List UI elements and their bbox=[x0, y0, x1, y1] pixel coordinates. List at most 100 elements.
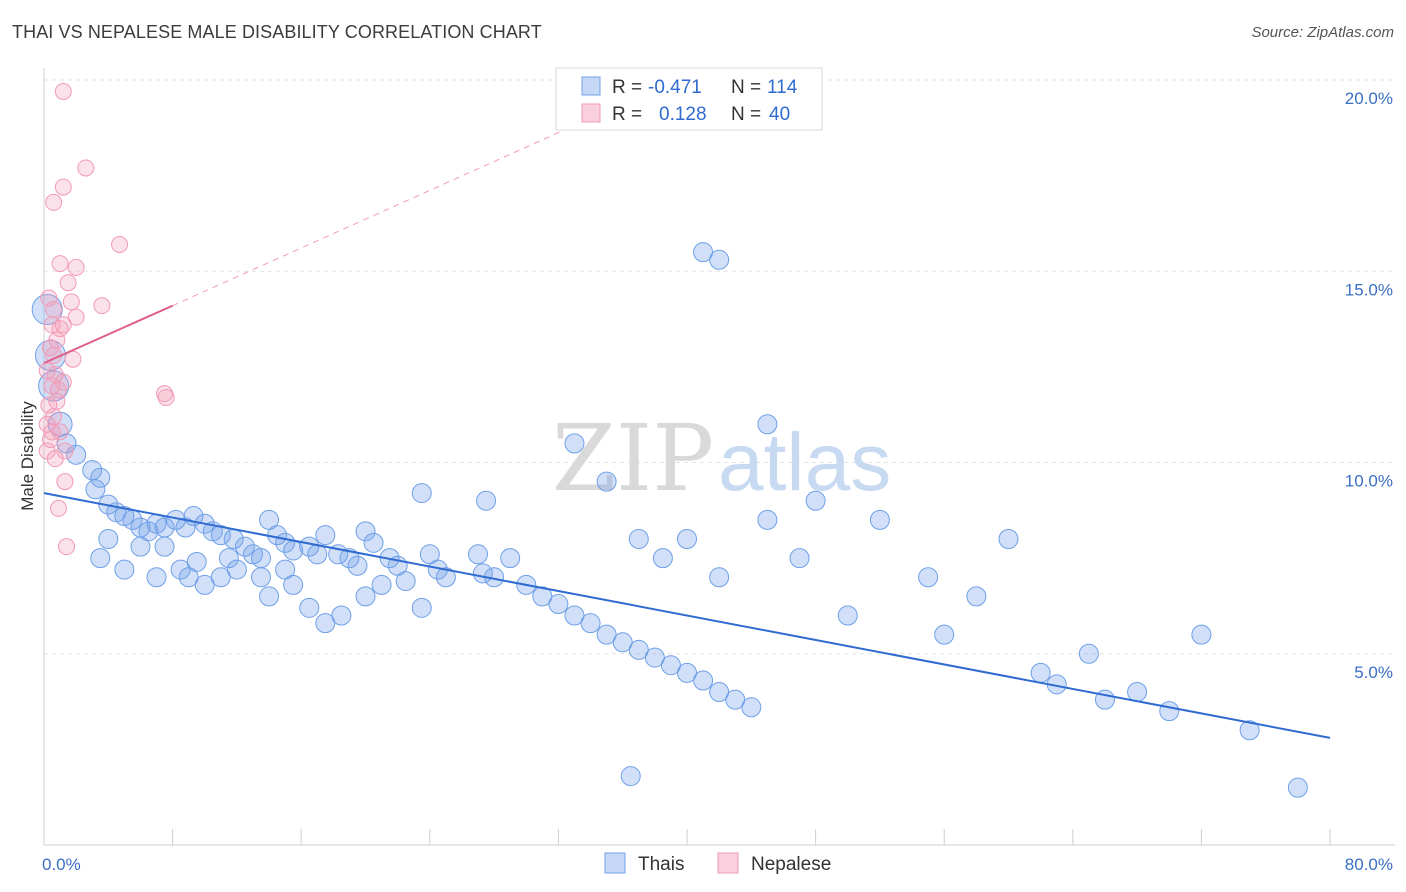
thai-point-110 bbox=[1239, 720, 1260, 741]
nepalese-point-3 bbox=[45, 193, 63, 211]
thai-point-105 bbox=[1078, 643, 1099, 664]
watermark: ZIP atlas bbox=[552, 405, 891, 512]
thai-point-52 bbox=[299, 597, 320, 618]
series-swatch-thais bbox=[604, 852, 626, 874]
nepalese-point-2 bbox=[54, 178, 72, 196]
thai-point-103 bbox=[1030, 662, 1051, 683]
thai-point-78 bbox=[612, 632, 633, 653]
thai-point-64 bbox=[154, 536, 175, 557]
series-label-nepalese: Nepalese bbox=[751, 854, 831, 875]
thai-point-49 bbox=[355, 586, 376, 607]
legend-n-label-nepalese: N = bbox=[731, 104, 761, 125]
thai-point-114 bbox=[709, 249, 730, 270]
nepalese-point-32 bbox=[49, 499, 67, 517]
thai-point-91 bbox=[652, 548, 673, 569]
nepalese-point-39 bbox=[49, 381, 67, 399]
thai-point-60 bbox=[194, 574, 215, 595]
thai-point-112 bbox=[620, 766, 641, 787]
thai-point-80 bbox=[644, 647, 665, 668]
thai-point-111 bbox=[1287, 777, 1308, 798]
nepalese-point-31 bbox=[56, 473, 74, 491]
thai-point-74 bbox=[548, 594, 569, 615]
thai-point-109 bbox=[1191, 624, 1212, 645]
x-tick-label-min: 0.0% bbox=[42, 855, 81, 874]
thai-point-36 bbox=[347, 555, 368, 576]
chart-title: THAI VS NEPALESE MALE DISABILITY CORRELA… bbox=[12, 22, 542, 42]
thai-point-63 bbox=[170, 559, 191, 580]
thai-point-71 bbox=[500, 548, 521, 569]
legend-n-value-thais: 114 bbox=[767, 77, 798, 98]
thai-point-102 bbox=[998, 529, 1019, 549]
thai-point-48 bbox=[371, 574, 392, 595]
thai-point-84 bbox=[709, 682, 730, 702]
thai-point-59 bbox=[210, 567, 231, 588]
thai-point-75 bbox=[564, 605, 585, 626]
legend-n-value-nepalese: 40 bbox=[769, 104, 790, 125]
thai-point-83 bbox=[693, 670, 714, 691]
thai-point-82 bbox=[677, 662, 697, 683]
thai-point-44 bbox=[468, 544, 489, 565]
y-tick-label-15: 15.0% bbox=[1345, 280, 1393, 299]
thai-point-67 bbox=[114, 559, 135, 580]
thai-point-87 bbox=[411, 483, 432, 504]
nepalese-point-35 bbox=[40, 289, 58, 307]
legend-r-label-thais: R = bbox=[612, 77, 642, 98]
thai-point-26 bbox=[251, 548, 272, 569]
nepalese-point-6 bbox=[67, 258, 85, 276]
nepalese-point-5 bbox=[51, 255, 69, 273]
thai-point-81 bbox=[660, 655, 681, 676]
thai-point-50 bbox=[331, 605, 352, 626]
thai-point-95 bbox=[789, 548, 810, 569]
y-tick-labels: 5.0% 10.0% 15.0% 20.0% bbox=[1345, 89, 1393, 682]
thai-point-54 bbox=[275, 559, 296, 580]
thais-trend-line bbox=[43, 492, 1331, 739]
thai-point-32 bbox=[307, 544, 328, 565]
x-tick-label-max: 80.0% bbox=[1345, 855, 1393, 874]
thai-point-58 bbox=[218, 548, 239, 569]
thai-point-38 bbox=[363, 532, 384, 553]
thai-point-47 bbox=[411, 597, 432, 618]
thai-point-77 bbox=[596, 624, 617, 645]
thai-point-57 bbox=[226, 559, 247, 580]
nepalese-point-34 bbox=[38, 362, 56, 380]
thai-point-92 bbox=[677, 529, 697, 549]
y-tick-label-20: 20.0% bbox=[1345, 89, 1393, 108]
series-label-thais: Thais bbox=[638, 854, 684, 875]
thai-point-108 bbox=[1159, 701, 1180, 722]
thai-point-33 bbox=[315, 525, 336, 546]
thai-point-43 bbox=[435, 567, 456, 588]
nepalese-point-9 bbox=[93, 297, 111, 315]
source-label: Source: ZipAtlas.com bbox=[1251, 24, 1394, 41]
nepalese-point-4 bbox=[111, 235, 129, 253]
thai-point-7 bbox=[85, 479, 106, 500]
thai-point-94 bbox=[757, 509, 778, 530]
nepalese-point-36 bbox=[48, 331, 66, 349]
nepalese-point-11 bbox=[67, 308, 85, 326]
thai-point-68 bbox=[98, 529, 119, 549]
thai-point-8 bbox=[90, 467, 111, 488]
thai-point-100 bbox=[934, 624, 955, 645]
stats-legend: R = -0.471 N = 114 R = 0.128 N = 40 bbox=[555, 67, 823, 131]
thai-point-116 bbox=[564, 433, 585, 454]
thai-point-55 bbox=[259, 586, 280, 607]
nepalese-point-1 bbox=[77, 159, 95, 177]
thais-points bbox=[31, 242, 1308, 798]
thai-point-56 bbox=[251, 567, 272, 588]
thai-point-76 bbox=[580, 613, 601, 634]
series-swatch-nepalese bbox=[717, 852, 739, 874]
thai-point-107 bbox=[1127, 682, 1148, 702]
legend-swatch-nepalese bbox=[581, 103, 601, 123]
nepalese-point-30 bbox=[157, 388, 175, 406]
nepalese-point-33 bbox=[58, 538, 76, 556]
thai-point-37 bbox=[355, 521, 376, 542]
y-tick-label-5: 5.0% bbox=[1354, 663, 1393, 682]
thai-point-101 bbox=[966, 586, 987, 607]
thai-point-79 bbox=[628, 639, 649, 660]
axes bbox=[43, 68, 1395, 846]
thai-point-90 bbox=[628, 529, 649, 549]
nepalese-trend-line bbox=[43, 304, 174, 364]
nepalese-point-14 bbox=[54, 316, 72, 334]
watermark-zip: ZIP bbox=[552, 405, 714, 512]
legend-r-value-nepalese: 0.128 bbox=[659, 104, 707, 125]
